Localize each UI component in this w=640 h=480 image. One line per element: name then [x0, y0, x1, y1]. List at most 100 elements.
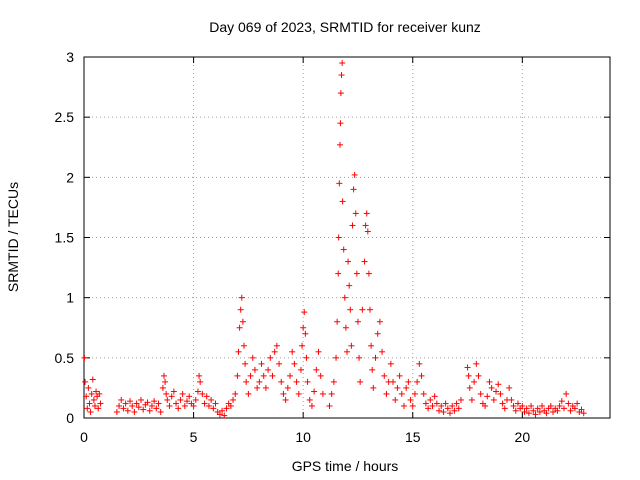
y-tick-label: 1.5: [55, 230, 75, 246]
data-point: [88, 390, 95, 397]
data-point: [177, 396, 184, 403]
data-point: [210, 405, 217, 412]
data-point: [86, 400, 93, 407]
x-tick-labels: 0 5 10 15 20: [80, 429, 530, 445]
y-axis-label: SRMTID / TECUs: [5, 182, 21, 292]
data-point: [422, 400, 429, 407]
data-point: [234, 372, 241, 379]
data-point: [488, 384, 495, 391]
y-tick-label: 2: [66, 169, 74, 185]
data-point: [336, 180, 343, 187]
data-point: [359, 306, 366, 313]
data-point: [530, 407, 537, 414]
data-point: [175, 405, 182, 412]
data-point: [311, 388, 318, 395]
data-point: [232, 390, 239, 397]
data-point: [256, 378, 263, 385]
data-point: [354, 318, 361, 325]
data-point: [157, 408, 164, 415]
data-point: [170, 388, 177, 395]
data-point: [173, 400, 180, 407]
data-point: [135, 404, 142, 411]
data-point: [578, 406, 585, 413]
data-point: [82, 378, 89, 385]
data-point: [140, 406, 147, 413]
data-point: [369, 366, 376, 373]
data-point: [429, 402, 436, 409]
data-point: [124, 407, 131, 414]
data-point: [528, 402, 535, 409]
data-point: [208, 396, 215, 403]
data-point: [249, 354, 256, 361]
data-point: [510, 402, 517, 409]
data-point: [221, 412, 228, 419]
data-point: [506, 384, 513, 391]
x-tick-label: 15: [405, 429, 421, 445]
data-point: [293, 378, 300, 385]
data-point: [396, 372, 403, 379]
data-point: [367, 306, 374, 313]
data-point: [508, 396, 515, 403]
data-point: [297, 366, 304, 373]
data-point: [223, 405, 230, 412]
y-tick-label: 3: [66, 49, 74, 65]
data-point: [144, 399, 151, 406]
data-point: [348, 342, 355, 349]
data-point: [490, 396, 497, 403]
data-point: [122, 400, 129, 407]
data-point: [333, 354, 340, 361]
data-point: [534, 405, 541, 412]
data-point: [235, 348, 242, 355]
data-point: [319, 390, 326, 397]
x-axis-label: GPS time / hours: [292, 458, 399, 474]
data-point: [230, 396, 237, 403]
data-point: [362, 222, 369, 229]
data-point: [482, 402, 489, 409]
data-point: [484, 393, 491, 400]
data-point: [304, 378, 311, 385]
data-point: [96, 390, 103, 397]
data-point: [84, 405, 91, 412]
data-point: [550, 408, 557, 415]
data-point: [390, 378, 397, 385]
data-point: [433, 400, 440, 407]
data-point: [571, 405, 578, 412]
data-point: [89, 376, 96, 383]
data-point: [163, 390, 170, 397]
data-point: [499, 400, 506, 407]
data-point: [370, 384, 377, 391]
data-point: [237, 306, 244, 313]
data-point: [451, 407, 458, 414]
data-point: [227, 402, 234, 409]
data-point: [197, 378, 204, 385]
data-point: [565, 400, 572, 407]
data-point: [477, 390, 484, 397]
data-point: [560, 405, 567, 412]
data-point: [81, 354, 88, 361]
data-point: [475, 372, 482, 379]
data-point: [398, 390, 405, 397]
data-point: [262, 384, 269, 391]
data-point: [427, 396, 434, 403]
data-point: [269, 372, 276, 379]
data-point: [245, 390, 252, 397]
data-point: [301, 309, 308, 316]
data-point: [247, 372, 254, 379]
data-point: [179, 390, 186, 397]
data-point: [129, 402, 136, 409]
x-tick-label: 10: [295, 429, 311, 445]
y-tick-label: 0.5: [55, 350, 75, 366]
data-point: [512, 407, 519, 414]
data-point: [216, 411, 223, 418]
plot-frame: [83, 56, 611, 419]
data-point: [302, 330, 309, 337]
data-point: [394, 384, 401, 391]
axis-ticks: [83, 56, 610, 419]
data-point: [181, 402, 188, 409]
data-point: [267, 354, 274, 361]
data-point: [127, 398, 134, 405]
data-point: [85, 384, 92, 391]
data-point: [295, 390, 302, 397]
data-point: [243, 378, 250, 385]
x-tick-label: 20: [515, 429, 531, 445]
